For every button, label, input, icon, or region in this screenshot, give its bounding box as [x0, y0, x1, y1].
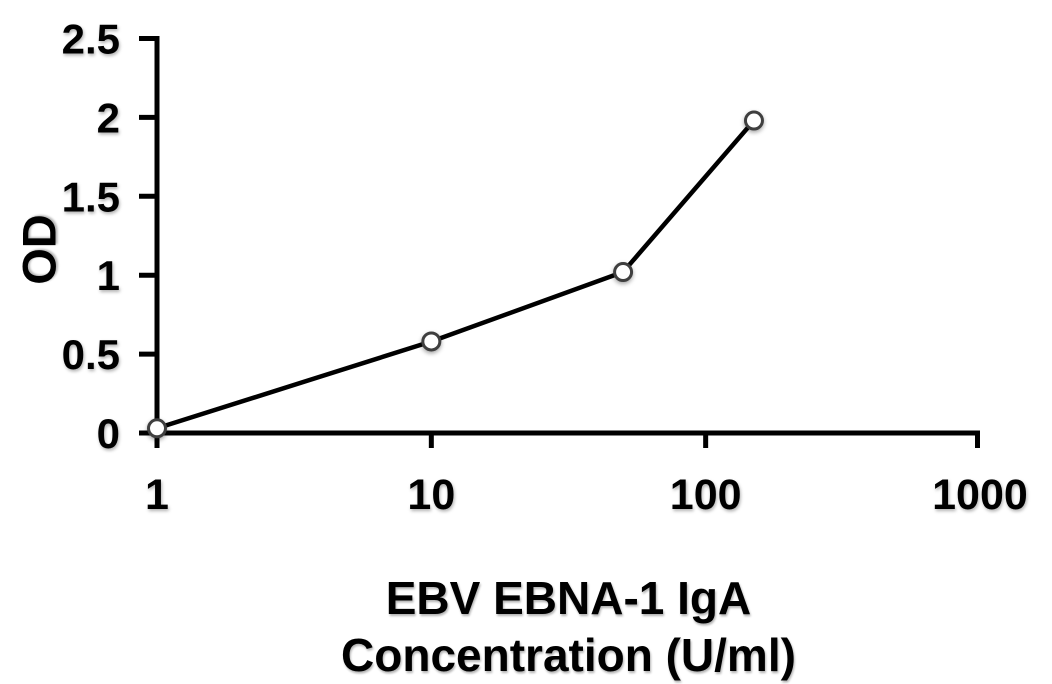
data-point-marker	[421, 331, 442, 352]
x-axis-label: EBV EBNA-1 IgA Concentration (U/ml)	[157, 570, 980, 684]
data-point-marker	[147, 418, 167, 439]
data-point-marker	[613, 262, 634, 283]
y-tick-label: 2.5	[62, 16, 120, 63]
y-tick-label: 1.5	[62, 173, 120, 220]
series-line	[154, 118, 757, 431]
data-point-marker	[743, 110, 764, 131]
y-axis-label: OD	[12, 214, 66, 285]
y-tick-label: 2	[97, 94, 120, 141]
y-tick-label: 0	[97, 410, 120, 457]
x-axis-label-line2: Concentration (U/ml)	[341, 629, 796, 681]
x-axis-label-line1: EBV EBNA-1 IgA	[385, 572, 752, 624]
y-tick-label: 0.5	[62, 331, 120, 378]
x-tick-label: 100	[670, 471, 742, 519]
y-tick-label: 1	[97, 252, 120, 299]
x-tick-label: 10	[407, 471, 455, 519]
x-tick-label: 1000	[932, 471, 1028, 519]
x-tick-label: 1	[145, 471, 169, 519]
